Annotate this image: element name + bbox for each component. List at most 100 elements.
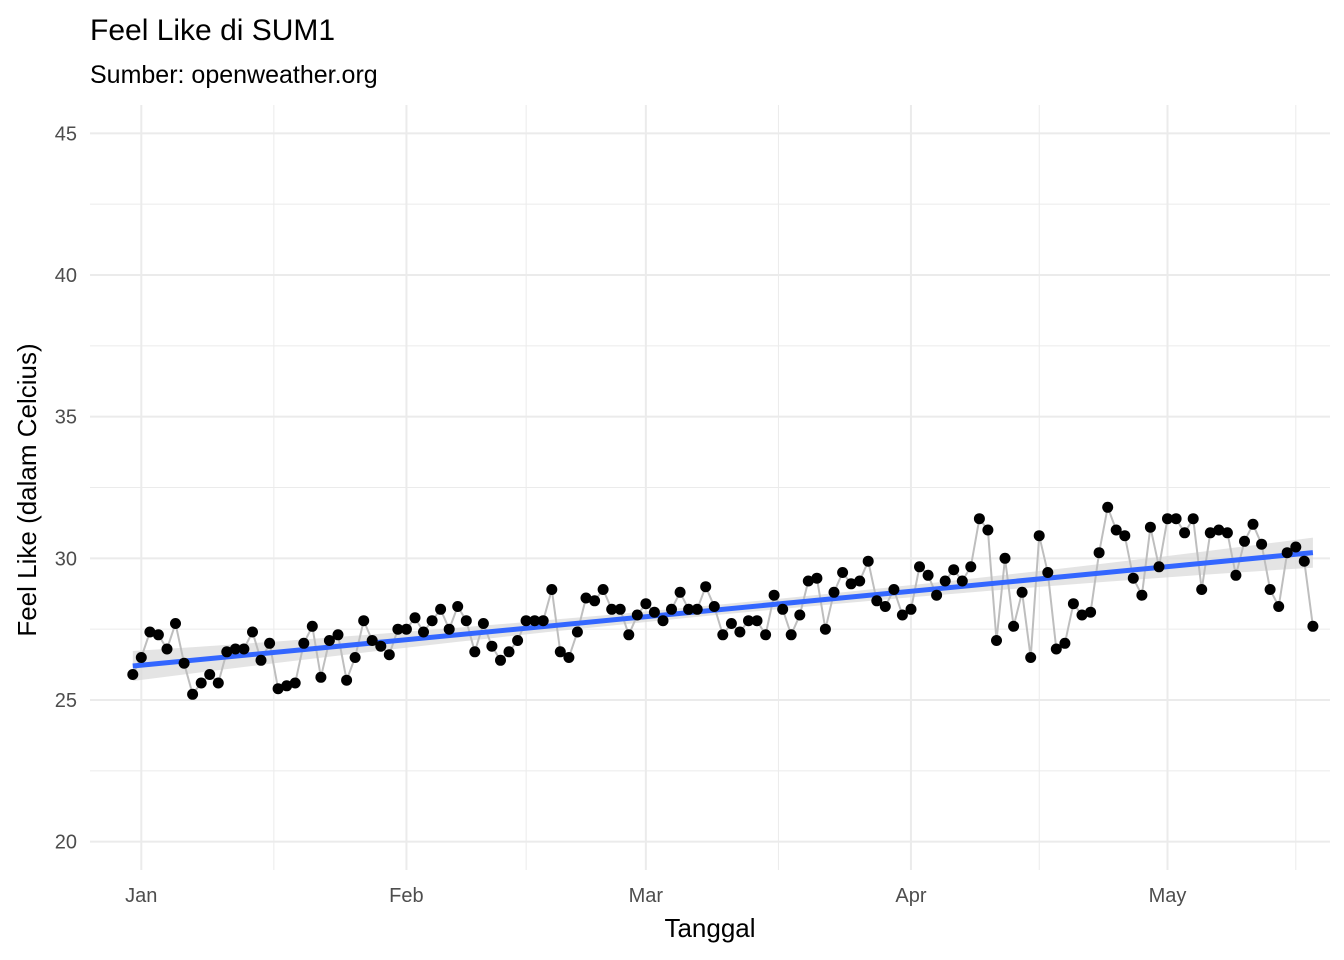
data-point — [1290, 541, 1302, 553]
data-point — [383, 649, 395, 661]
y-tick-label: 45 — [55, 123, 77, 145]
data-point — [537, 615, 549, 627]
data-point — [400, 623, 412, 635]
series-line — [131, 503, 1314, 697]
data-point — [751, 615, 763, 627]
y-tick-label: 35 — [55, 407, 77, 429]
data-point — [546, 584, 558, 595]
data-point — [708, 601, 720, 612]
y-tick-label: 40 — [55, 265, 77, 287]
data-point — [871, 595, 883, 607]
data-point — [802, 575, 814, 587]
data-point — [306, 620, 318, 632]
data-point — [495, 654, 506, 666]
data-point — [606, 603, 618, 615]
y-tick-label: 20 — [55, 832, 77, 854]
data-point — [914, 561, 925, 573]
data-point — [700, 581, 712, 593]
data-point — [152, 629, 164, 641]
data-point — [1127, 572, 1139, 584]
data-point — [1008, 620, 1020, 632]
data-point — [854, 575, 866, 587]
data-point — [1239, 535, 1250, 547]
data-point — [418, 626, 429, 638]
data-point — [922, 569, 934, 581]
data-point — [212, 677, 224, 689]
y-tick-label: 25 — [55, 690, 77, 712]
data-point — [503, 646, 515, 658]
data-point — [315, 671, 327, 683]
data-point — [178, 657, 190, 669]
data-point — [1256, 538, 1268, 550]
data-point — [1102, 501, 1114, 513]
data-point — [486, 640, 498, 652]
data-point — [469, 646, 481, 658]
data-point — [760, 629, 772, 641]
data-point — [896, 609, 908, 621]
data-point — [597, 584, 609, 595]
data-point — [554, 646, 566, 658]
data-point — [460, 615, 472, 627]
data-point — [1144, 521, 1156, 533]
data-point — [452, 601, 464, 612]
data-point — [794, 609, 806, 621]
y-axis-title: Feel Like (dalam Celcius) — [12, 343, 42, 636]
data-point — [272, 683, 284, 695]
chart-title: Feel Like di SUM1 — [90, 14, 335, 47]
x-axis-title: Tanggal — [664, 913, 755, 943]
data-point — [888, 584, 900, 595]
x-tick-label: Mar — [629, 885, 664, 907]
data-point — [170, 618, 181, 629]
data-point — [623, 629, 635, 641]
data-point — [982, 524, 994, 536]
data-point — [1025, 652, 1037, 663]
data-point — [1273, 601, 1285, 612]
data-point — [1213, 524, 1225, 536]
data-point — [1179, 527, 1191, 539]
data-point — [238, 643, 250, 655]
data-point — [768, 589, 780, 601]
data-point — [743, 615, 754, 627]
data-point — [1093, 547, 1105, 559]
data-point — [845, 578, 857, 590]
data-point — [221, 646, 233, 658]
data-point — [1204, 527, 1216, 539]
data-point — [247, 626, 258, 638]
data-point — [512, 635, 524, 646]
data-point — [1016, 586, 1028, 598]
data-point — [905, 603, 917, 615]
data-point — [589, 595, 601, 607]
data-point — [358, 615, 370, 627]
data-point — [229, 643, 241, 655]
data-point — [1187, 513, 1199, 525]
data-point — [298, 637, 310, 649]
data-point — [631, 609, 643, 621]
data-point — [161, 643, 173, 655]
data-point — [734, 626, 746, 638]
data-point — [965, 561, 977, 573]
y-axis-ticks: 20 25 30 35 40 45 — [55, 123, 77, 853]
data-point — [281, 680, 293, 692]
data-point — [683, 603, 695, 615]
data-points — [127, 501, 1319, 700]
trend-line — [132, 550, 1314, 669]
data-point — [717, 629, 729, 641]
data-point — [1264, 584, 1276, 595]
data-point — [366, 635, 378, 646]
data-point — [691, 603, 703, 615]
data-point — [435, 603, 447, 615]
data-point — [828, 586, 840, 598]
data-point — [135, 652, 147, 663]
data-point — [195, 677, 207, 689]
x-tick-label: Feb — [389, 885, 423, 907]
data-point — [1042, 567, 1054, 578]
data-point — [811, 572, 823, 584]
data-point — [862, 555, 874, 567]
data-point — [204, 669, 216, 680]
data-point — [1085, 606, 1097, 618]
data-point — [1110, 524, 1122, 536]
data-point — [426, 615, 438, 627]
data-point — [375, 640, 387, 652]
x-tick-label: Jan — [125, 885, 157, 907]
data-point — [409, 612, 421, 624]
